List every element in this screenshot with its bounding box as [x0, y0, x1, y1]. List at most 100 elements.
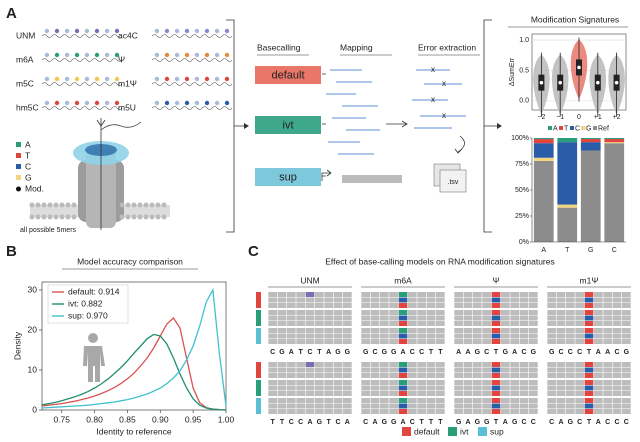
sequence-base: A [503, 419, 508, 426]
read-block [361, 310, 371, 315]
nucleotide-dot [154, 28, 160, 34]
read-block [500, 373, 510, 378]
nucleotide-dot [54, 28, 60, 34]
read-block [417, 373, 427, 378]
x-tick-label: T [565, 247, 570, 254]
nucleotide-dot [54, 52, 60, 58]
read-block [417, 292, 427, 297]
read-block [389, 339, 399, 344]
read-block [603, 310, 613, 315]
read-block [575, 391, 585, 396]
read-block [454, 380, 464, 385]
sequence-base: A [372, 419, 377, 426]
read-block [528, 391, 538, 396]
read-block [342, 373, 352, 378]
read-block [593, 328, 603, 333]
read-block [324, 398, 334, 403]
read-block [510, 362, 520, 367]
sequence-base: A [558, 419, 563, 426]
modification-label: ac4C [118, 30, 138, 40]
read-block [398, 328, 408, 333]
nucleotide-dot [204, 52, 210, 58]
read-block [324, 328, 334, 333]
step-title: Error extraction [418, 42, 476, 52]
membrane-bead [53, 214, 59, 220]
read-block [584, 367, 594, 373]
read-block [361, 303, 371, 308]
read-block [621, 297, 631, 303]
read-block [435, 321, 445, 326]
read-block [528, 321, 538, 326]
read-block [379, 328, 389, 333]
modification-label: m5U [118, 102, 136, 112]
sequence-base: A [400, 349, 405, 356]
read-block [342, 380, 352, 385]
read-block [426, 373, 436, 378]
sequence-base: C [484, 349, 489, 356]
sequence-base: A [400, 419, 405, 426]
read-block [342, 362, 352, 367]
read-block [361, 321, 371, 326]
read-block [528, 362, 538, 367]
nucleotide-dot [94, 52, 100, 58]
plot-frame [531, 33, 627, 111]
nucleotide-dot [164, 100, 170, 106]
membrane-bead [29, 214, 35, 220]
read-block [482, 303, 492, 308]
read-block [472, 297, 482, 303]
nucleotide-dot [204, 76, 210, 82]
track-sidebar [256, 398, 261, 414]
read-block [426, 315, 436, 321]
read-block [361, 391, 371, 396]
track-sidebar [256, 328, 261, 344]
nucleotide-dot [194, 28, 200, 34]
read-block [472, 398, 482, 403]
sequence-base: G [624, 349, 630, 356]
file-label: .tsv [448, 179, 459, 186]
read-block [510, 315, 520, 321]
sequence-base: T [327, 419, 332, 426]
read-block [296, 373, 306, 378]
read-block [268, 328, 278, 333]
read-block [342, 367, 352, 373]
read-block [519, 328, 529, 333]
read-block [463, 310, 473, 315]
read-block [472, 328, 482, 333]
read-block [565, 292, 575, 297]
read-block [342, 315, 352, 321]
read-block [612, 367, 622, 373]
read-block [417, 328, 427, 333]
read-block [296, 403, 306, 409]
read-block [500, 328, 510, 333]
read-block [324, 367, 334, 373]
read-block [463, 398, 473, 403]
read-block [407, 310, 417, 315]
read-block [575, 310, 585, 315]
read-block [482, 409, 492, 414]
read-block [575, 333, 585, 339]
read-block [575, 373, 585, 378]
nucleotide-dot [184, 28, 190, 34]
read-block [593, 398, 603, 403]
sequence-base: T [587, 349, 592, 356]
read-block [612, 380, 622, 385]
read-block [612, 398, 622, 403]
sequence-base: T [299, 349, 304, 356]
sequence-base: C [289, 419, 294, 426]
y-tick-label: 0.0 [519, 98, 529, 105]
read-block [612, 391, 622, 396]
read-block [314, 292, 324, 297]
read-block [324, 380, 334, 385]
modification-label: m1Ψ [118, 78, 137, 88]
read-block [342, 333, 352, 339]
violin-median [558, 80, 562, 85]
read-block [519, 321, 529, 326]
read-block [491, 403, 501, 409]
sequence-base: A [456, 349, 461, 356]
membrane-bead [65, 214, 71, 220]
read-block [268, 339, 278, 344]
sequence-base: G [382, 349, 388, 356]
read-block [314, 373, 324, 378]
read-block [612, 315, 622, 321]
read-block [324, 333, 334, 339]
